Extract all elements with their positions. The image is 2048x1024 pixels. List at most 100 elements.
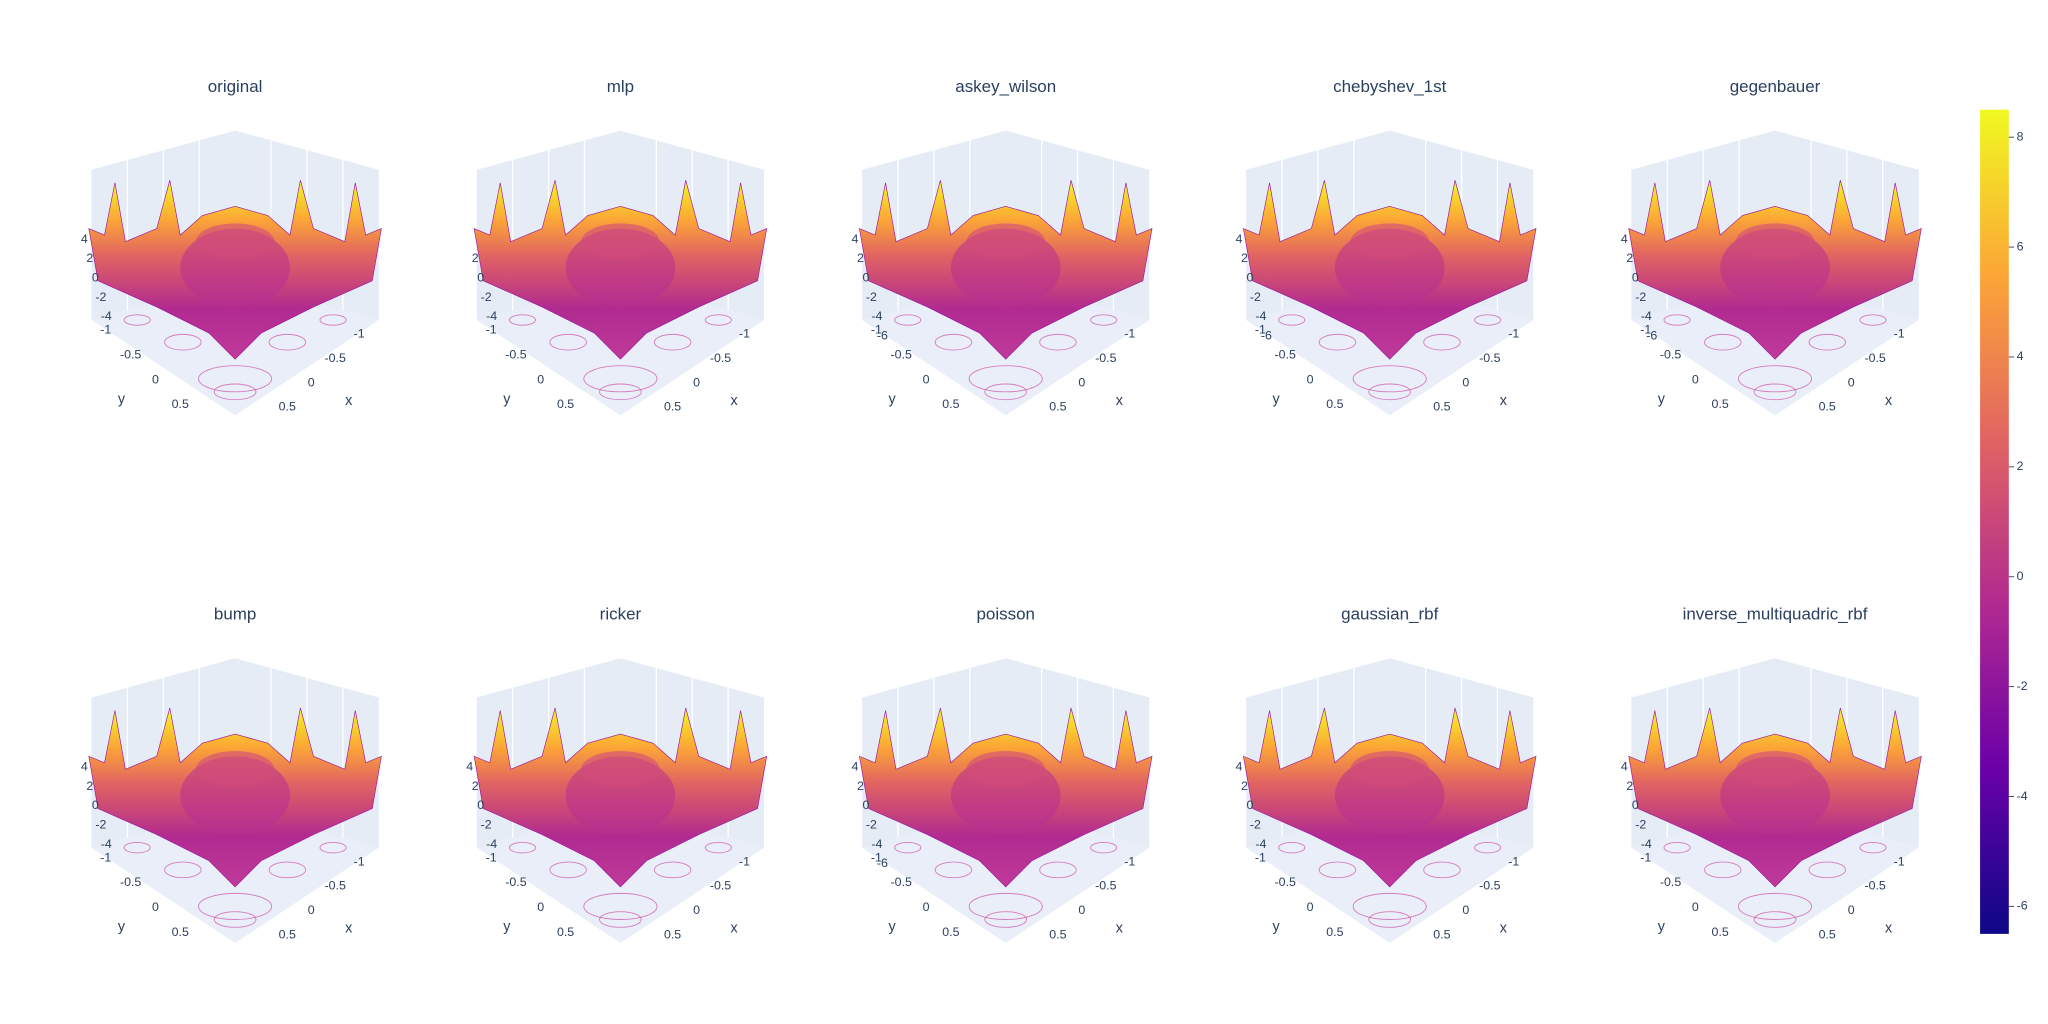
y-tick-label: 0	[152, 372, 159, 386]
y-tick-label: 0	[152, 900, 159, 914]
y-tick-label: 0	[1307, 372, 1314, 386]
z-tick-label: 4	[852, 759, 859, 773]
subplot: original -1 -0.5 0 0.5 -1 -0.5 0 0.5 -4 -2 0 2 4 x y	[81, 77, 382, 416]
x-tick-label: -1	[739, 854, 750, 868]
subplot-title: mlp	[607, 77, 634, 96]
z-tick-label: -4	[486, 837, 497, 851]
subplot: chebyshev_1st -1 -0.5 0 0.5 -1 -0.5 0 0.5 -6 -4 -2 0…	[1236, 77, 1537, 416]
z-tick-label: 4	[852, 232, 859, 246]
contour	[268, 861, 307, 879]
contour	[653, 333, 692, 351]
z-tick-label: -2	[866, 817, 877, 831]
contour	[1753, 383, 1797, 401]
x-tick-label: 0.5	[279, 400, 296, 414]
z-tick-label: 2	[1626, 779, 1633, 793]
z-tick-label: -6	[877, 328, 888, 342]
z-tick-label: 0	[863, 270, 870, 284]
x-axis-label: x	[1116, 920, 1124, 936]
subplot-title: ricker	[600, 605, 642, 624]
z-tick-label: 0	[863, 798, 870, 812]
contour	[583, 892, 658, 920]
z-tick-label: -6	[877, 856, 888, 870]
z-tick-label: 0	[1247, 270, 1254, 284]
x-tick-label: 0	[693, 375, 700, 389]
surface-bowl	[1350, 223, 1429, 260]
y-tick-label: -1	[1255, 323, 1266, 337]
contour	[894, 841, 922, 854]
y-tick-label: 0.5	[557, 397, 574, 411]
subplot-title: gaussian_rbf	[1341, 605, 1438, 624]
z-tick-label: 4	[1236, 232, 1243, 246]
x-tick-label: -1	[1894, 327, 1905, 341]
x-tick-label: -1	[1508, 327, 1519, 341]
z-tick-label: 2	[857, 779, 864, 793]
x-tick-label: -0.5	[710, 879, 731, 893]
x-tick-label: 0.5	[664, 400, 681, 414]
y-tick-label: -0.5	[891, 348, 912, 362]
z-tick-label: -6	[1261, 328, 1272, 342]
y-tick-label: 0.5	[172, 397, 189, 411]
x-tick-label: 0.5	[1049, 927, 1066, 941]
z-tick-label: -4	[871, 309, 882, 323]
y-axis-label: y	[118, 391, 126, 407]
x-tick-label: -1	[739, 327, 750, 341]
contour	[198, 365, 273, 393]
x-tick-label: 0.5	[279, 927, 296, 941]
z-tick-label: 0	[1632, 798, 1639, 812]
subplot: mlp -1 -0.5 0 0.5 -1 -0.5 0 0.5 -4 -2 0 2 x y	[472, 77, 768, 416]
contour	[1368, 911, 1412, 928]
contour	[599, 911, 642, 928]
subplot: gegenbauer -1 -0.5 0 0.5 -1 -0.5 0 0.5 -6 -4 -2 0 2 4 x…	[1621, 77, 1922, 416]
y-tick-label: 0	[1692, 372, 1699, 386]
x-tick-label: -0.5	[1864, 351, 1885, 365]
z-tick-label: -4	[1255, 309, 1266, 323]
y-axis-label: y	[1658, 391, 1666, 407]
contour	[1737, 892, 1813, 920]
subplot-title: askey_wilson	[955, 77, 1056, 96]
subplot: inverse_multiquadric_rbf -1 -0.5 0 0.5 -1 -0.5…	[1621, 605, 1922, 944]
y-tick-label: -0.5	[505, 875, 526, 889]
z-tick-label: -6	[1646, 328, 1657, 342]
x-axis-label: x	[730, 920, 738, 936]
z-tick-label: -4	[1641, 309, 1652, 323]
x-tick-label: 0	[1462, 903, 1469, 917]
z-tick-label: 2	[857, 251, 864, 265]
contour	[1039, 333, 1077, 351]
contour	[1352, 365, 1427, 393]
contour	[213, 383, 257, 401]
colorbar-tick-label: -4	[2017, 789, 2028, 803]
contour	[1090, 841, 1118, 854]
contour	[123, 314, 151, 326]
y-axis-label: y	[118, 919, 126, 935]
x-axis-label: x	[730, 393, 738, 409]
x-axis-label: x	[1116, 393, 1124, 409]
contour	[968, 892, 1043, 920]
contour	[1318, 333, 1357, 351]
y-tick-label: 0	[923, 372, 930, 386]
y-axis-label: y	[888, 391, 896, 407]
colorbar-tick-label: -2	[2017, 679, 2028, 693]
y-tick-label: -0.5	[1275, 875, 1296, 889]
subplot-title: poisson	[976, 605, 1034, 624]
contour	[934, 861, 973, 879]
contour	[1278, 841, 1306, 854]
contour	[508, 841, 536, 854]
colorbar-tick-label: 2	[2017, 459, 2024, 473]
y-tick-label: -1	[1640, 850, 1651, 864]
y-tick-label: 0.5	[1712, 397, 1729, 411]
contour	[1808, 861, 1847, 879]
surface-bowl	[1735, 223, 1815, 260]
contour	[599, 383, 642, 401]
colorbar-tick-label: 6	[2017, 239, 2024, 253]
contour	[1704, 333, 1742, 351]
y-tick-label: -1	[100, 850, 111, 864]
x-axis-label: x	[345, 920, 353, 936]
contour	[1753, 911, 1797, 928]
contour	[1039, 861, 1077, 879]
z-tick-label: 0	[92, 270, 99, 284]
surface-bowl	[966, 751, 1045, 788]
contour	[1352, 892, 1427, 920]
z-tick-label: -2	[95, 290, 106, 304]
y-tick-label: -1	[871, 850, 882, 864]
